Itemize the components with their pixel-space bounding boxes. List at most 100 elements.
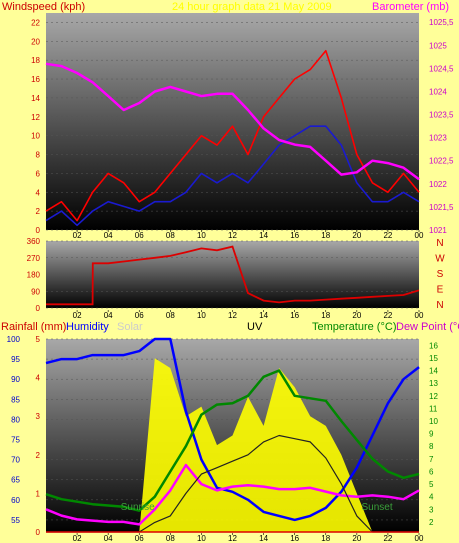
solar-area xyxy=(46,358,419,532)
rain-tick-label: 2 xyxy=(36,451,41,460)
x-tick-label: 00 xyxy=(415,311,424,320)
x-tick-label: 22 xyxy=(383,231,392,240)
x-tick-label: 16 xyxy=(290,534,299,543)
x-tick-label: 08 xyxy=(166,311,175,320)
wind-tick-label: 6 xyxy=(36,169,41,178)
temperature-axis-title: Temperature (°C) xyxy=(312,321,396,333)
x-tick-label: 06 xyxy=(135,231,144,240)
barometer-tick-label: 1022 xyxy=(429,180,447,189)
barometer-tick-label: 1024 xyxy=(429,87,447,96)
direction-tick-label: 0 xyxy=(36,304,41,313)
temperature-tick-label: 5 xyxy=(429,480,434,489)
barometer-line xyxy=(45,62,420,181)
wind-axis-title: Windspeed (kph) xyxy=(2,1,85,13)
humidity-tick-label: 100 xyxy=(7,335,21,344)
humidity-tick-label: 70 xyxy=(11,456,20,465)
wind-tick-label: 0 xyxy=(36,226,41,235)
x-tick-label: 14 xyxy=(259,311,268,320)
direction-grid xyxy=(46,240,419,309)
x-tick-label: 00 xyxy=(415,231,424,240)
direction-line xyxy=(46,245,420,306)
barometer-tick-label: 1024,5 xyxy=(429,64,454,73)
wind-tick-label: 8 xyxy=(36,151,41,160)
temperature-tick-label: 16 xyxy=(429,341,438,350)
compass-label: S xyxy=(437,269,444,280)
temperature-tick-label: 13 xyxy=(429,379,438,388)
barometer-tick-label: 1025 xyxy=(429,41,447,50)
humidity-tick-label: 65 xyxy=(11,476,20,485)
x-tick-label: 20 xyxy=(352,311,361,320)
direction-tick-label: 270 xyxy=(27,254,41,263)
barometer-tick-label: 1023,5 xyxy=(429,111,454,120)
wind-tick-label: 2 xyxy=(36,207,41,216)
wind-tick-label: 22 xyxy=(31,18,40,27)
barometer-tick-label: 1023 xyxy=(429,134,447,143)
x-tick-label: 04 xyxy=(104,534,113,543)
x-tick-label: 14 xyxy=(259,231,268,240)
wind-tick-label: 14 xyxy=(31,94,40,103)
x-tick-label: 10 xyxy=(197,534,206,543)
x-tick-label: 18 xyxy=(321,534,330,543)
temperature-tick-label: 8 xyxy=(429,442,434,451)
x-tick-label: 06 xyxy=(135,534,144,543)
temperature-tick-label: 9 xyxy=(429,430,434,439)
x-tick-label: 04 xyxy=(104,231,113,240)
x-tick-label: 12 xyxy=(228,231,237,240)
humidity-axis-title: Humidity xyxy=(66,321,109,333)
humidity-line xyxy=(45,337,420,522)
temperature-tick-label: 3 xyxy=(429,505,434,514)
humidity-tick-label: 90 xyxy=(11,375,20,384)
temperature-line xyxy=(45,369,420,512)
wind-tick-label: 20 xyxy=(31,37,40,46)
sunrise-label: Sunrise xyxy=(121,502,155,513)
axis-ticks: 024681012141618202210211021,510221022,51… xyxy=(7,18,454,543)
x-tick-label: 10 xyxy=(197,311,206,320)
x-tick-label: 20 xyxy=(352,231,361,240)
compass-label: E xyxy=(437,285,444,296)
barometer-axis-title: Barometer (mb) xyxy=(372,1,449,13)
temperature-tick-label: 14 xyxy=(429,367,438,376)
wind-tick-label: 18 xyxy=(31,56,40,65)
rain-axis-title: Rainfall (mm) xyxy=(1,321,66,333)
graph-title: 24 hour graph data 21 May 2009 xyxy=(172,1,332,13)
rain-tick-label: 1 xyxy=(36,489,41,498)
uv-axis-title: UV xyxy=(247,321,263,333)
x-tick-label: 20 xyxy=(352,534,361,543)
temperature-tick-label: 4 xyxy=(429,493,434,502)
x-tick-label: 22 xyxy=(383,534,392,543)
rain-tick-label: 5 xyxy=(36,335,41,344)
humidity-tick-label: 95 xyxy=(11,355,20,364)
chart-series xyxy=(45,49,420,533)
x-tick-label: 14 xyxy=(259,534,268,543)
wind-tick-label: 10 xyxy=(31,132,40,141)
solar-axis-title: Solar xyxy=(117,321,143,333)
temperature-tick-label: 6 xyxy=(429,467,434,476)
x-tick-label: 18 xyxy=(321,311,330,320)
humidity-tick-label: 55 xyxy=(11,516,20,525)
x-tick-label: 00 xyxy=(415,534,424,543)
x-tick-label: 16 xyxy=(290,311,299,320)
wind-tick-label: 16 xyxy=(31,75,40,84)
dewpoint-axis-title: Dew Point (°C) xyxy=(396,321,459,333)
humidity-tick-label: 80 xyxy=(11,415,20,424)
wind-panel xyxy=(46,13,419,230)
temperature-tick-label: 12 xyxy=(429,392,438,401)
x-tick-label: 02 xyxy=(73,311,82,320)
x-tick-label: 04 xyxy=(104,311,113,320)
temperature-tick-label: 11 xyxy=(429,404,438,413)
temperature-tick-label: 15 xyxy=(429,354,438,363)
temperature-tick-label: 10 xyxy=(429,417,438,426)
humidity-tick-label: 60 xyxy=(11,496,20,505)
direction-tick-label: 360 xyxy=(27,237,41,246)
compass-label: W xyxy=(435,254,445,265)
direction-tick-label: 90 xyxy=(31,287,40,296)
humidity-tick-label: 85 xyxy=(11,395,20,404)
compass-label: N xyxy=(436,300,443,311)
barometer-tick-label: 1021 xyxy=(429,226,447,235)
direction-tick-label: 180 xyxy=(27,271,41,280)
wind-gust-line xyxy=(45,49,420,222)
barometer-tick-label: 1022,5 xyxy=(429,157,454,166)
dewpoint-line xyxy=(45,463,420,526)
